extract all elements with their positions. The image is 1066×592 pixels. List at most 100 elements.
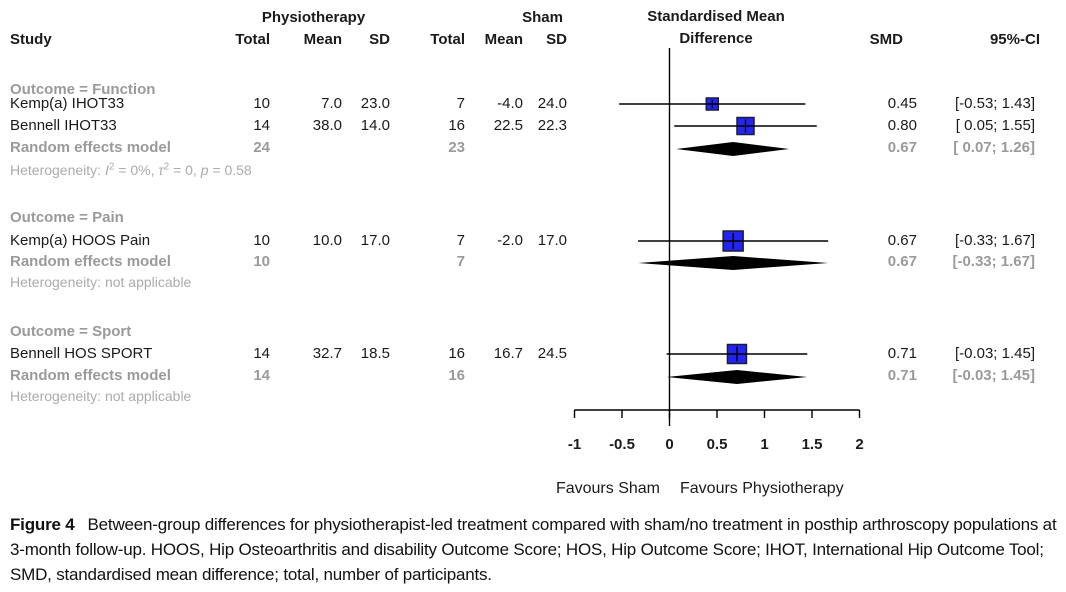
ctl-sd: 24.0 <box>537 95 567 112</box>
column-header-study: Study <box>10 31 52 48</box>
pooled-label: Random effects model <box>10 139 171 156</box>
group-label: Outcome = Pain <box>10 209 124 226</box>
ctl-mean: -2.0 <box>497 232 523 249</box>
ci-value: [-0.53; 1.43] <box>954 95 1035 112</box>
group-label: Outcome = Sport <box>10 323 132 340</box>
smd-value: 0.80 <box>887 117 917 134</box>
study-row: Bennell HOS SPORT 14 32.7 18.5 16 16.7 2… <box>0 345 1066 363</box>
het-text: = 0, <box>169 162 201 178</box>
study-row: Bennell IHOT33 14 38.0 14.0 16 22.5 22.3… <box>0 117 1066 135</box>
exp-total: 10 <box>253 232 270 249</box>
column-header-total-sham: Total <box>430 31 465 48</box>
het-text: Heterogeneity: <box>10 162 105 178</box>
pooled-row: Random effects model 14 16 0.71 [-0.03; … <box>0 367 1066 385</box>
x-axis-tick-label: 1 <box>760 436 768 453</box>
study-row: Kemp(a) HOOS Pain 10 10.0 17.0 7 -2.0 17… <box>0 232 1066 250</box>
exp-mean: 32.7 <box>312 345 342 362</box>
pooled-ci-value: [-0.33; 1.67] <box>952 253 1035 270</box>
column-header-sd-physio: SD <box>369 31 390 48</box>
ctl-total: 7 <box>456 95 465 112</box>
exp-mean: 38.0 <box>312 117 342 134</box>
het-stat: I <box>104 162 109 178</box>
ctl-total: 16 <box>448 117 465 134</box>
het-text: = 0%, <box>114 162 159 178</box>
het-sup: 2 <box>163 161 170 173</box>
exp-total: 14 <box>253 117 270 134</box>
het-stat: p <box>200 162 209 178</box>
het-text: Heterogeneity: not applicable <box>10 274 192 290</box>
figure-caption-label: Figure 4 <box>10 515 75 534</box>
x-axis-tick-label: 2 <box>855 436 863 453</box>
smd-value: 0.67 <box>887 232 917 249</box>
figure-caption-text: Between-group differences for physiother… <box>10 515 1057 584</box>
exp-sd: 23.0 <box>360 95 390 112</box>
column-header-mean-physio: Mean <box>303 31 342 48</box>
group-header-row: Outcome = Pain <box>0 209 1066 227</box>
pooled-label: Random effects model <box>10 367 171 384</box>
ci-value: [-0.33; 1.67] <box>954 232 1035 249</box>
pooled-smd-value: 0.71 <box>887 367 917 384</box>
group-header-row: Outcome = Sport <box>0 323 1066 341</box>
x-axis-tick-label: -0.5 <box>609 436 635 453</box>
x-axis-tick-label: 1.5 <box>802 436 823 453</box>
study-name: Bennell IHOT33 <box>10 117 117 134</box>
x-axis-tick-label: -1 <box>568 436 581 453</box>
exp-sd: 17.0 <box>360 232 390 249</box>
column-header-mean-sham: Mean <box>484 31 523 48</box>
column-header-smd: SMD <box>869 31 903 48</box>
ctl-mean: -4.0 <box>497 95 523 112</box>
ctl-sd: 22.3 <box>537 117 567 134</box>
study-row: Kemp(a) IHOT33 10 7.0 23.0 7 -4.0 24.0 0… <box>0 95 1066 113</box>
ctl-mean: 16.7 <box>493 345 523 362</box>
pooled-exp-total: 10 <box>253 253 270 270</box>
smd-value: 0.45 <box>887 95 917 112</box>
ctl-sd: 17.0 <box>537 232 567 249</box>
pooled-diamond <box>638 256 829 270</box>
ctl-sd: 24.5 <box>537 345 567 362</box>
pooled-ctl-total: 16 <box>448 367 465 384</box>
figure-caption: Figure 4 Between-group differences for ph… <box>10 512 1058 587</box>
exp-mean: 10.0 <box>312 232 342 249</box>
study-name: Kemp(a) IHOT33 <box>10 95 125 112</box>
exp-total: 10 <box>253 95 270 112</box>
column-header-ci: 95%-CI <box>989 31 1040 48</box>
pooled-ctl-total: 7 <box>456 253 465 270</box>
group-label: Outcome = Function <box>10 81 156 98</box>
pooled-ci-value: [ 0.07; 1.26] <box>953 139 1035 156</box>
exp-sd: 14.0 <box>360 117 390 134</box>
het-text: Heterogeneity: not applicable <box>10 388 192 404</box>
ctl-mean: 22.5 <box>493 117 523 134</box>
exp-sd: 18.5 <box>360 345 390 362</box>
ci-value: [ 0.05; 1.55] <box>955 117 1035 134</box>
het-stat: τ <box>158 162 164 178</box>
het-sup: 2 <box>108 161 115 173</box>
ctl-total: 7 <box>456 232 465 249</box>
pooled-row: Random effects model 24 23 0.67 [ 0.07; … <box>0 139 1066 157</box>
exp-total: 14 <box>253 345 270 362</box>
favours-right-label: Favours Physiotherapy <box>680 480 844 497</box>
x-axis-tick-label: 0.5 <box>707 436 728 453</box>
pooled-smd-value: 0.67 <box>887 253 917 270</box>
exp-mean: 7.0 <box>321 95 342 112</box>
group-header-row: Outcome = Function <box>0 81 1066 99</box>
pooled-diamond <box>676 142 790 156</box>
ci-value: [-0.03; 1.45] <box>954 345 1035 362</box>
pooled-exp-total: 24 <box>253 139 270 156</box>
pooled-label: Random effects model <box>10 253 171 270</box>
x-axis-tick-label: 0 <box>665 436 673 453</box>
heterogeneity-note: Heterogeneity: not applicable <box>10 388 191 405</box>
plot-title-line1: Standardised Mean <box>647 8 785 25</box>
study-name: Bennell HOS SPORT <box>10 345 153 362</box>
study-name: Kemp(a) HOOS Pain <box>10 232 151 249</box>
smd-value: 0.71 <box>887 345 917 362</box>
pooled-diamond <box>666 370 808 384</box>
plot-title-line2: Difference <box>679 30 753 47</box>
column-group-physiotherapy: Physiotherapy <box>261 9 366 26</box>
column-header-sd-sham: SD <box>546 31 567 48</box>
ctl-total: 16 <box>448 345 465 362</box>
pooled-exp-total: 14 <box>253 367 270 384</box>
favours-left-label: Favours Sham <box>555 480 660 497</box>
pooled-row: Random effects model 10 7 0.67 [-0.33; 1… <box>0 253 1066 271</box>
